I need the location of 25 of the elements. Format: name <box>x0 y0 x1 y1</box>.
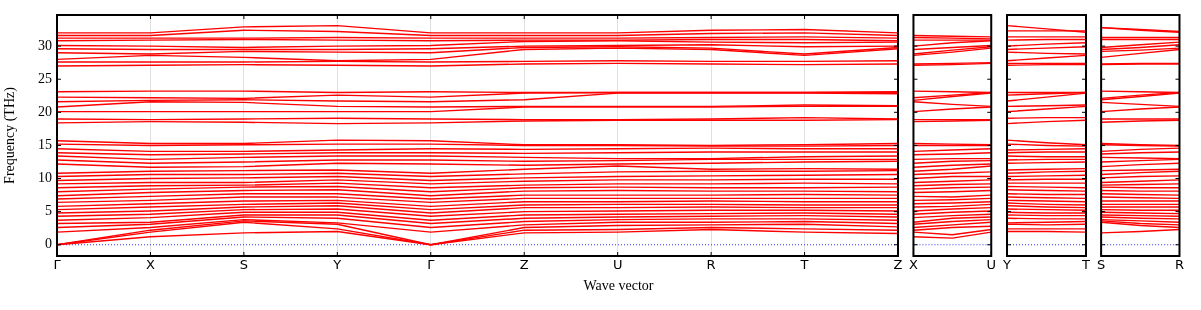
x-tick-label: R <box>1174 257 1185 273</box>
x-tick-label: X <box>909 257 918 273</box>
y-tick-label: 15 <box>38 137 52 153</box>
x-tick-label: Z <box>519 257 529 273</box>
x-tick-label: X <box>145 257 155 273</box>
x-tick-label: U <box>986 257 996 273</box>
y-axis-title: Frequency (THz) <box>2 86 19 184</box>
x-tick-label: Z <box>893 257 903 273</box>
x-tick-label: S <box>239 257 249 273</box>
x-tick-label: Y <box>1002 257 1012 273</box>
y-tick-label: 30 <box>38 37 52 53</box>
x-tick-label: T <box>1081 257 1091 273</box>
x-tick-label: Γ <box>427 257 436 273</box>
x-tick-label: Γ <box>53 257 62 273</box>
x-tick-label: U <box>612 257 623 273</box>
y-tick-label: 10 <box>38 170 52 186</box>
y-tick-label: 25 <box>38 70 52 86</box>
x-axis-title: Wave vector <box>582 278 655 294</box>
x-tick-label: Y <box>332 257 342 273</box>
y-tick-label: 5 <box>45 203 52 219</box>
y-tick-label: 20 <box>38 104 52 119</box>
x-tick-label: S <box>1096 257 1106 273</box>
y-tick-label: 0 <box>45 236 52 252</box>
x-tick-label: R <box>706 257 716 273</box>
x-tick-label: T <box>799 257 809 273</box>
